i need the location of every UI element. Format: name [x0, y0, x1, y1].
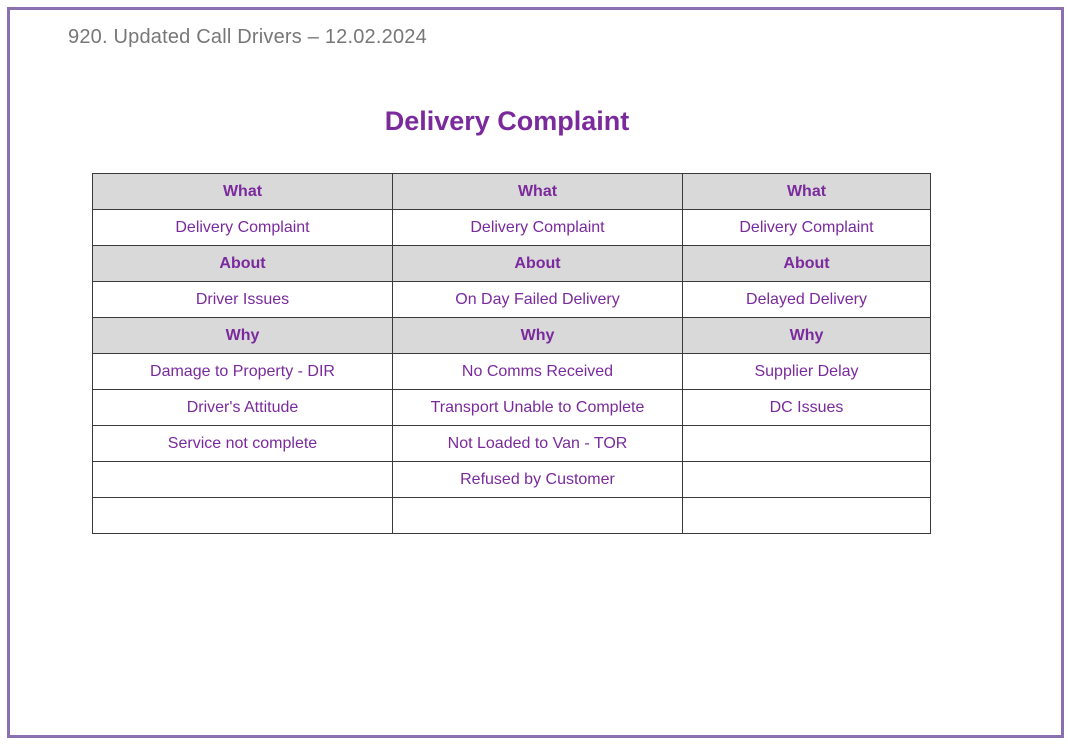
about-header-cell: About	[392, 245, 683, 282]
why-value-cell: Service not complete	[92, 425, 393, 462]
why-value-cell: Transport Unable to Complete	[392, 389, 683, 426]
what-header-cell: What	[392, 173, 683, 210]
table-row-why-value: Service not complete Not Loaded to Van -…	[92, 425, 931, 462]
what-header-cell: What	[682, 173, 931, 210]
what-value-cell: Delivery Complaint	[392, 209, 683, 246]
why-value-cell: Refused by Customer	[392, 461, 683, 498]
why-value-cell	[682, 461, 931, 498]
table-row-about-header: About About About	[92, 245, 931, 282]
about-value-cell: On Day Failed Delivery	[392, 281, 683, 318]
about-header-cell: About	[92, 245, 393, 282]
why-value-cell: No Comms Received	[392, 353, 683, 390]
table-row-what-value: Delivery Complaint Delivery Complaint De…	[92, 209, 931, 246]
why-value-cell	[92, 497, 393, 534]
table-row-why-value	[92, 497, 931, 534]
why-value-cell	[92, 461, 393, 498]
table-row-why-header: Why Why Why	[92, 317, 931, 354]
why-value-cell: Damage to Property - DIR	[92, 353, 393, 390]
about-value-cell: Driver Issues	[92, 281, 393, 318]
why-value-cell	[682, 425, 931, 462]
why-header-cell: Why	[682, 317, 931, 354]
why-header-cell: Why	[92, 317, 393, 354]
why-value-cell: Supplier Delay	[682, 353, 931, 390]
why-value-cell: DC Issues	[682, 389, 931, 426]
why-value-cell	[392, 497, 683, 534]
call-drivers-table: What What What Delivery Complaint Delive…	[92, 173, 931, 534]
page-title: Delivery Complaint	[384, 106, 630, 136]
what-header-cell: What	[92, 173, 393, 210]
what-value-cell: Delivery Complaint	[682, 209, 931, 246]
about-header-cell: About	[682, 245, 931, 282]
why-value-cell: Driver's Attitude	[92, 389, 393, 426]
table-row-why-value: Damage to Property - DIR No Comms Receiv…	[92, 353, 931, 390]
slide-frame: 920. Updated Call Drivers – 12.02.2024 D…	[7, 7, 1064, 738]
table-row-why-value: Refused by Customer	[92, 461, 931, 498]
table-row-about-value: Driver Issues On Day Failed Delivery Del…	[92, 281, 931, 318]
table-row-what-header: What What What	[92, 173, 931, 210]
why-value-cell: Not Loaded to Van - TOR	[392, 425, 683, 462]
table-row-why-value: Driver's Attitude Transport Unable to Co…	[92, 389, 931, 426]
what-value-cell: Delivery Complaint	[92, 209, 393, 246]
about-value-cell: Delayed Delivery	[682, 281, 931, 318]
why-header-cell: Why	[392, 317, 683, 354]
document-header: 920. Updated Call Drivers – 12.02.2024	[68, 26, 427, 48]
why-value-cell	[682, 497, 931, 534]
